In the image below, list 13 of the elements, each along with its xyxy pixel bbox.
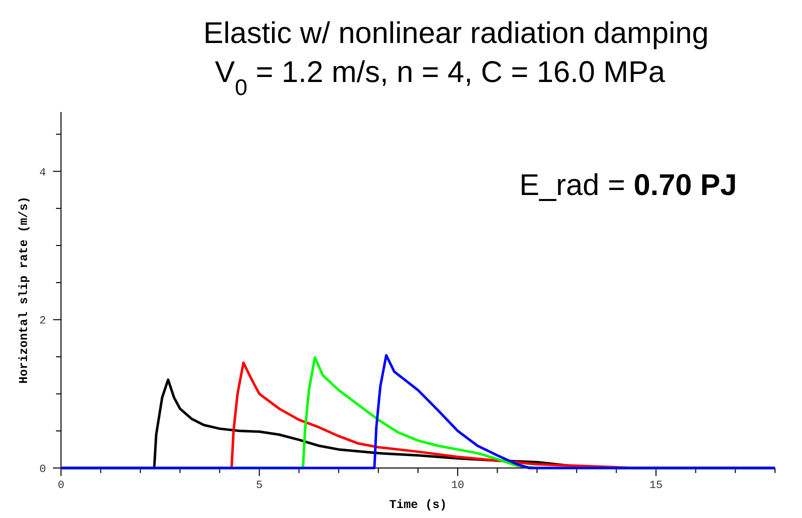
y-axis-title: Horizontal slip rate (m/s): [17, 196, 31, 384]
chart-subtitle: V$_{0}$ = 1.2 m/s, n = 4, C = 16.0 MPa: [214, 56, 666, 100]
x-tick-label: 0: [58, 480, 64, 492]
y-tick-label: 4: [39, 167, 46, 180]
x-tick-label: 10: [451, 480, 464, 492]
x-axis-title: Time (s): [389, 498, 447, 512]
y-tick-label: 2: [39, 316, 46, 328]
x-tick-label: 5: [256, 480, 263, 492]
chart-title: Elastic w/ nonlinear radiation damping: [203, 17, 709, 50]
y-tick-label: 0: [39, 464, 46, 476]
x-tick-label: 15: [649, 480, 663, 492]
annotation: 0.70 PJ: [625, 169, 737, 202]
annotation: E_rad =: [519, 169, 626, 202]
